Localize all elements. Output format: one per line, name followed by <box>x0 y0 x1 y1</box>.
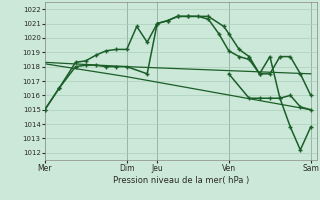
X-axis label: Pression niveau de la mer( hPa ): Pression niveau de la mer( hPa ) <box>113 176 249 185</box>
